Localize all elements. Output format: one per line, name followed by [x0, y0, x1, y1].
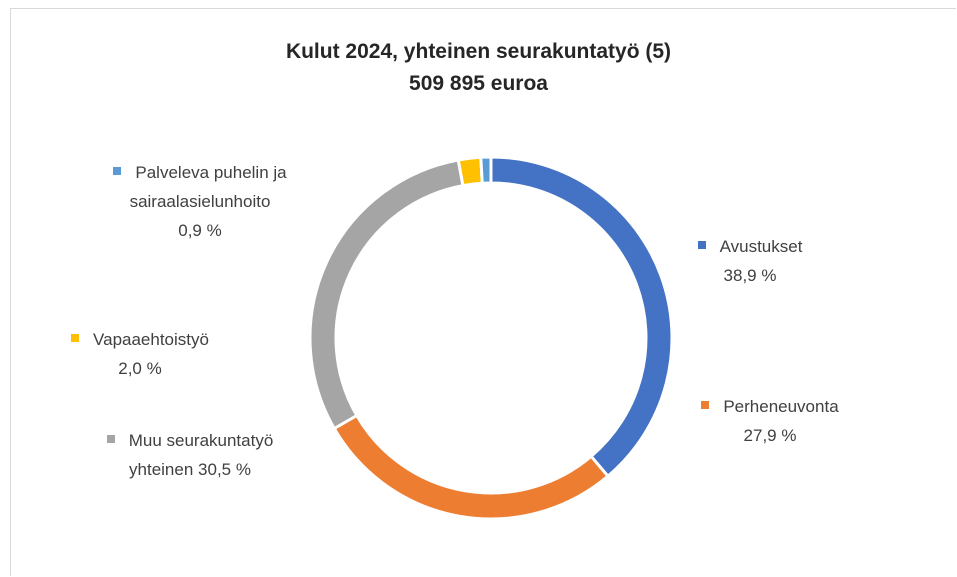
data-label: Perheneuvonta 27,9 % [685, 392, 855, 450]
legend-marker [106, 434, 115, 443]
category-label: Palveleva puhelin ja sairaalasielunhoito [129, 163, 287, 211]
legend-marker [71, 333, 80, 342]
legend-marker [701, 400, 710, 409]
donut-slice [489, 155, 674, 479]
legend-marker [697, 240, 706, 249]
value-label: 2,0 % [118, 359, 162, 378]
chart-title-block: Kulut 2024, yhteinen seurakuntatyö (5) 5… [0, 36, 957, 100]
chart-title: Kulut 2024, yhteinen seurakuntatyö (5) [285, 40, 672, 63]
data-label: Muu seurakuntatyö yhteinen 30,5 % [90, 426, 290, 484]
data-label: Vapaaehtoistyö 2,0 % [50, 325, 230, 383]
value-label: 0,9 % [178, 221, 222, 240]
donut-slice [332, 413, 611, 521]
category-label: Avustukset [719, 237, 803, 256]
category-label: Vapaaehtoistyö [93, 330, 209, 349]
value-label: 38,9 % [723, 266, 777, 285]
chart-subtitle: 509 895 euroa [409, 72, 548, 95]
donut-slice [479, 155, 493, 185]
data-label: Avustukset 38,9 % [670, 232, 830, 290]
donut-slice [456, 155, 484, 188]
data-label: Palveleva puhelin ja sairaalasielunhoito… [105, 158, 295, 245]
legend-marker [113, 166, 122, 175]
category-label: Muu seurakuntatyö yhteinen [128, 431, 274, 479]
value-label: 30,5 % [198, 460, 251, 479]
category-label: Perheneuvonta [723, 397, 839, 416]
donut-slice [308, 158, 465, 431]
chart-frame [10, 8, 956, 576]
value-label: 27,9 % [743, 426, 797, 445]
